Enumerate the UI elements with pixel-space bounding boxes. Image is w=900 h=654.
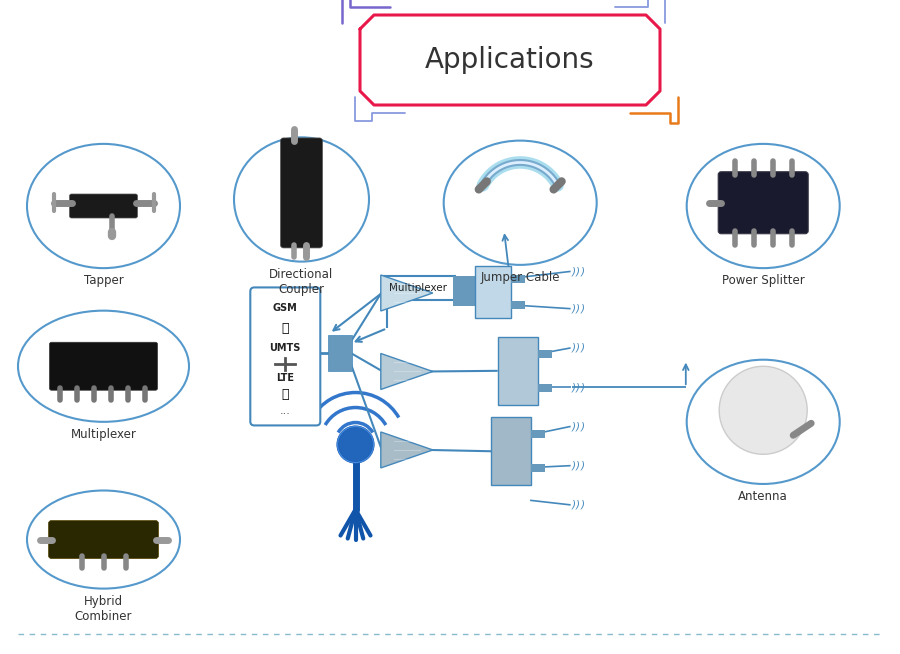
Circle shape: [338, 426, 374, 462]
Text: ) ) ): ) ) ): [572, 382, 586, 392]
FancyBboxPatch shape: [531, 464, 545, 472]
Text: Multiplexer: Multiplexer: [70, 428, 137, 441]
Ellipse shape: [27, 490, 180, 589]
Ellipse shape: [687, 144, 840, 268]
Text: UMTS: UMTS: [270, 343, 301, 353]
Text: Jumper Cable: Jumper Cable: [481, 271, 560, 284]
Text: Tapper: Tapper: [84, 274, 123, 287]
Text: 🗼: 🗼: [282, 322, 289, 335]
Text: ) ) ): ) ) ): [572, 303, 586, 314]
Text: Multiplexer: Multiplexer: [390, 283, 447, 293]
Ellipse shape: [27, 144, 180, 268]
Text: Antenna: Antenna: [738, 490, 788, 503]
FancyBboxPatch shape: [69, 194, 138, 218]
Ellipse shape: [687, 360, 840, 484]
Ellipse shape: [18, 311, 189, 422]
Text: GSM: GSM: [273, 303, 298, 313]
Text: ) ) ): ) ) ): [572, 500, 586, 510]
FancyBboxPatch shape: [537, 350, 552, 358]
Text: ...: ...: [280, 406, 291, 417]
FancyBboxPatch shape: [281, 138, 322, 248]
Text: Directional
Coupler: Directional Coupler: [269, 267, 334, 296]
Text: ) ) ): ) ) ): [572, 421, 586, 432]
FancyBboxPatch shape: [49, 521, 158, 559]
Polygon shape: [381, 353, 433, 390]
Text: 📱: 📱: [282, 388, 289, 401]
Text: Applications: Applications: [425, 46, 595, 74]
FancyBboxPatch shape: [498, 337, 537, 405]
FancyBboxPatch shape: [453, 276, 474, 306]
FancyBboxPatch shape: [491, 417, 531, 485]
FancyBboxPatch shape: [511, 301, 526, 309]
FancyBboxPatch shape: [718, 172, 808, 233]
Text: Hybrid
Combiner: Hybrid Combiner: [75, 594, 132, 623]
FancyBboxPatch shape: [250, 287, 320, 426]
FancyBboxPatch shape: [511, 275, 526, 283]
FancyBboxPatch shape: [382, 276, 454, 300]
Ellipse shape: [234, 137, 369, 262]
Polygon shape: [381, 275, 433, 311]
Circle shape: [719, 366, 807, 455]
Text: LTE: LTE: [276, 373, 294, 383]
Polygon shape: [381, 432, 433, 468]
FancyBboxPatch shape: [50, 342, 158, 390]
Text: ) ) ): ) ) ): [572, 266, 586, 277]
FancyBboxPatch shape: [475, 266, 511, 318]
FancyBboxPatch shape: [328, 335, 352, 371]
Text: Power Splitter: Power Splitter: [722, 274, 805, 287]
Text: ) ) ): ) ) ): [572, 460, 586, 471]
Text: ) ) ): ) ) ): [572, 343, 586, 353]
FancyBboxPatch shape: [537, 384, 552, 392]
FancyBboxPatch shape: [531, 430, 545, 438]
Ellipse shape: [444, 141, 597, 265]
